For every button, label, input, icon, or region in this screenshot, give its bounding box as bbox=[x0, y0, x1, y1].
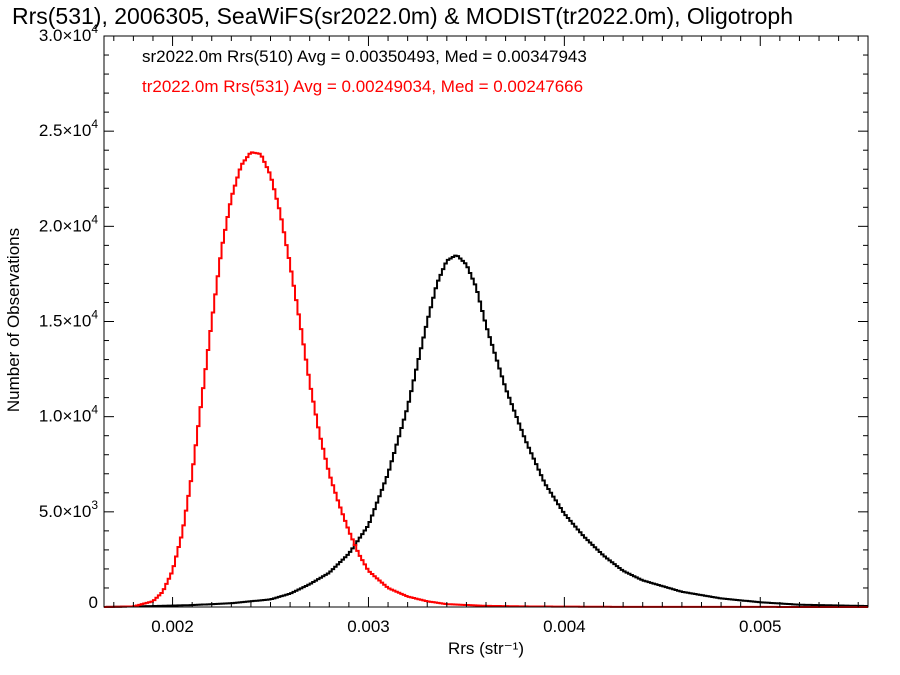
axis-ticks: 0.002 0.003 0.004 0.005 0 5.0×103 1.0×104 1.5×1… bbox=[39, 22, 868, 636]
x-tick-label: 0.005 bbox=[739, 617, 782, 636]
y-tick-label: 0 bbox=[89, 593, 98, 612]
x-tick-label: 0.004 bbox=[543, 617, 586, 636]
y-tick-label: 1.0×104 bbox=[39, 403, 98, 426]
y-tick-label: 1.5×104 bbox=[39, 308, 98, 331]
stats-annotation-2: tr2022.0m Rrs(531) Avg = 0.00249034, Med… bbox=[142, 77, 583, 96]
series-layer bbox=[104, 151, 868, 608]
y-axis-title: Number of Observations bbox=[4, 228, 23, 412]
stats-annotation-1: sr2022.0m Rrs(510) Avg = 0.00350493, Med… bbox=[142, 47, 587, 66]
y-tick-label: 2.5×104 bbox=[39, 117, 98, 140]
stats-annotations: sr2022.0m Rrs(510) Avg = 0.00350493, Med… bbox=[142, 47, 587, 96]
y-tick-label: 5.0×103 bbox=[39, 498, 98, 521]
histogram-series-1 bbox=[104, 254, 868, 608]
x-tick-label: 0.003 bbox=[347, 617, 390, 636]
y-tick-label: 2.0×104 bbox=[39, 212, 98, 235]
y-tick-label: 3.0×104 bbox=[39, 22, 98, 45]
histogram-series-2 bbox=[104, 151, 868, 608]
x-tick-label: 0.002 bbox=[151, 617, 194, 636]
x-axis-title: Rrs (str⁻¹) bbox=[448, 639, 524, 658]
chart-title: Rrs(531), 2006305, SeaWiFS(sr2022.0m) & … bbox=[12, 3, 794, 29]
